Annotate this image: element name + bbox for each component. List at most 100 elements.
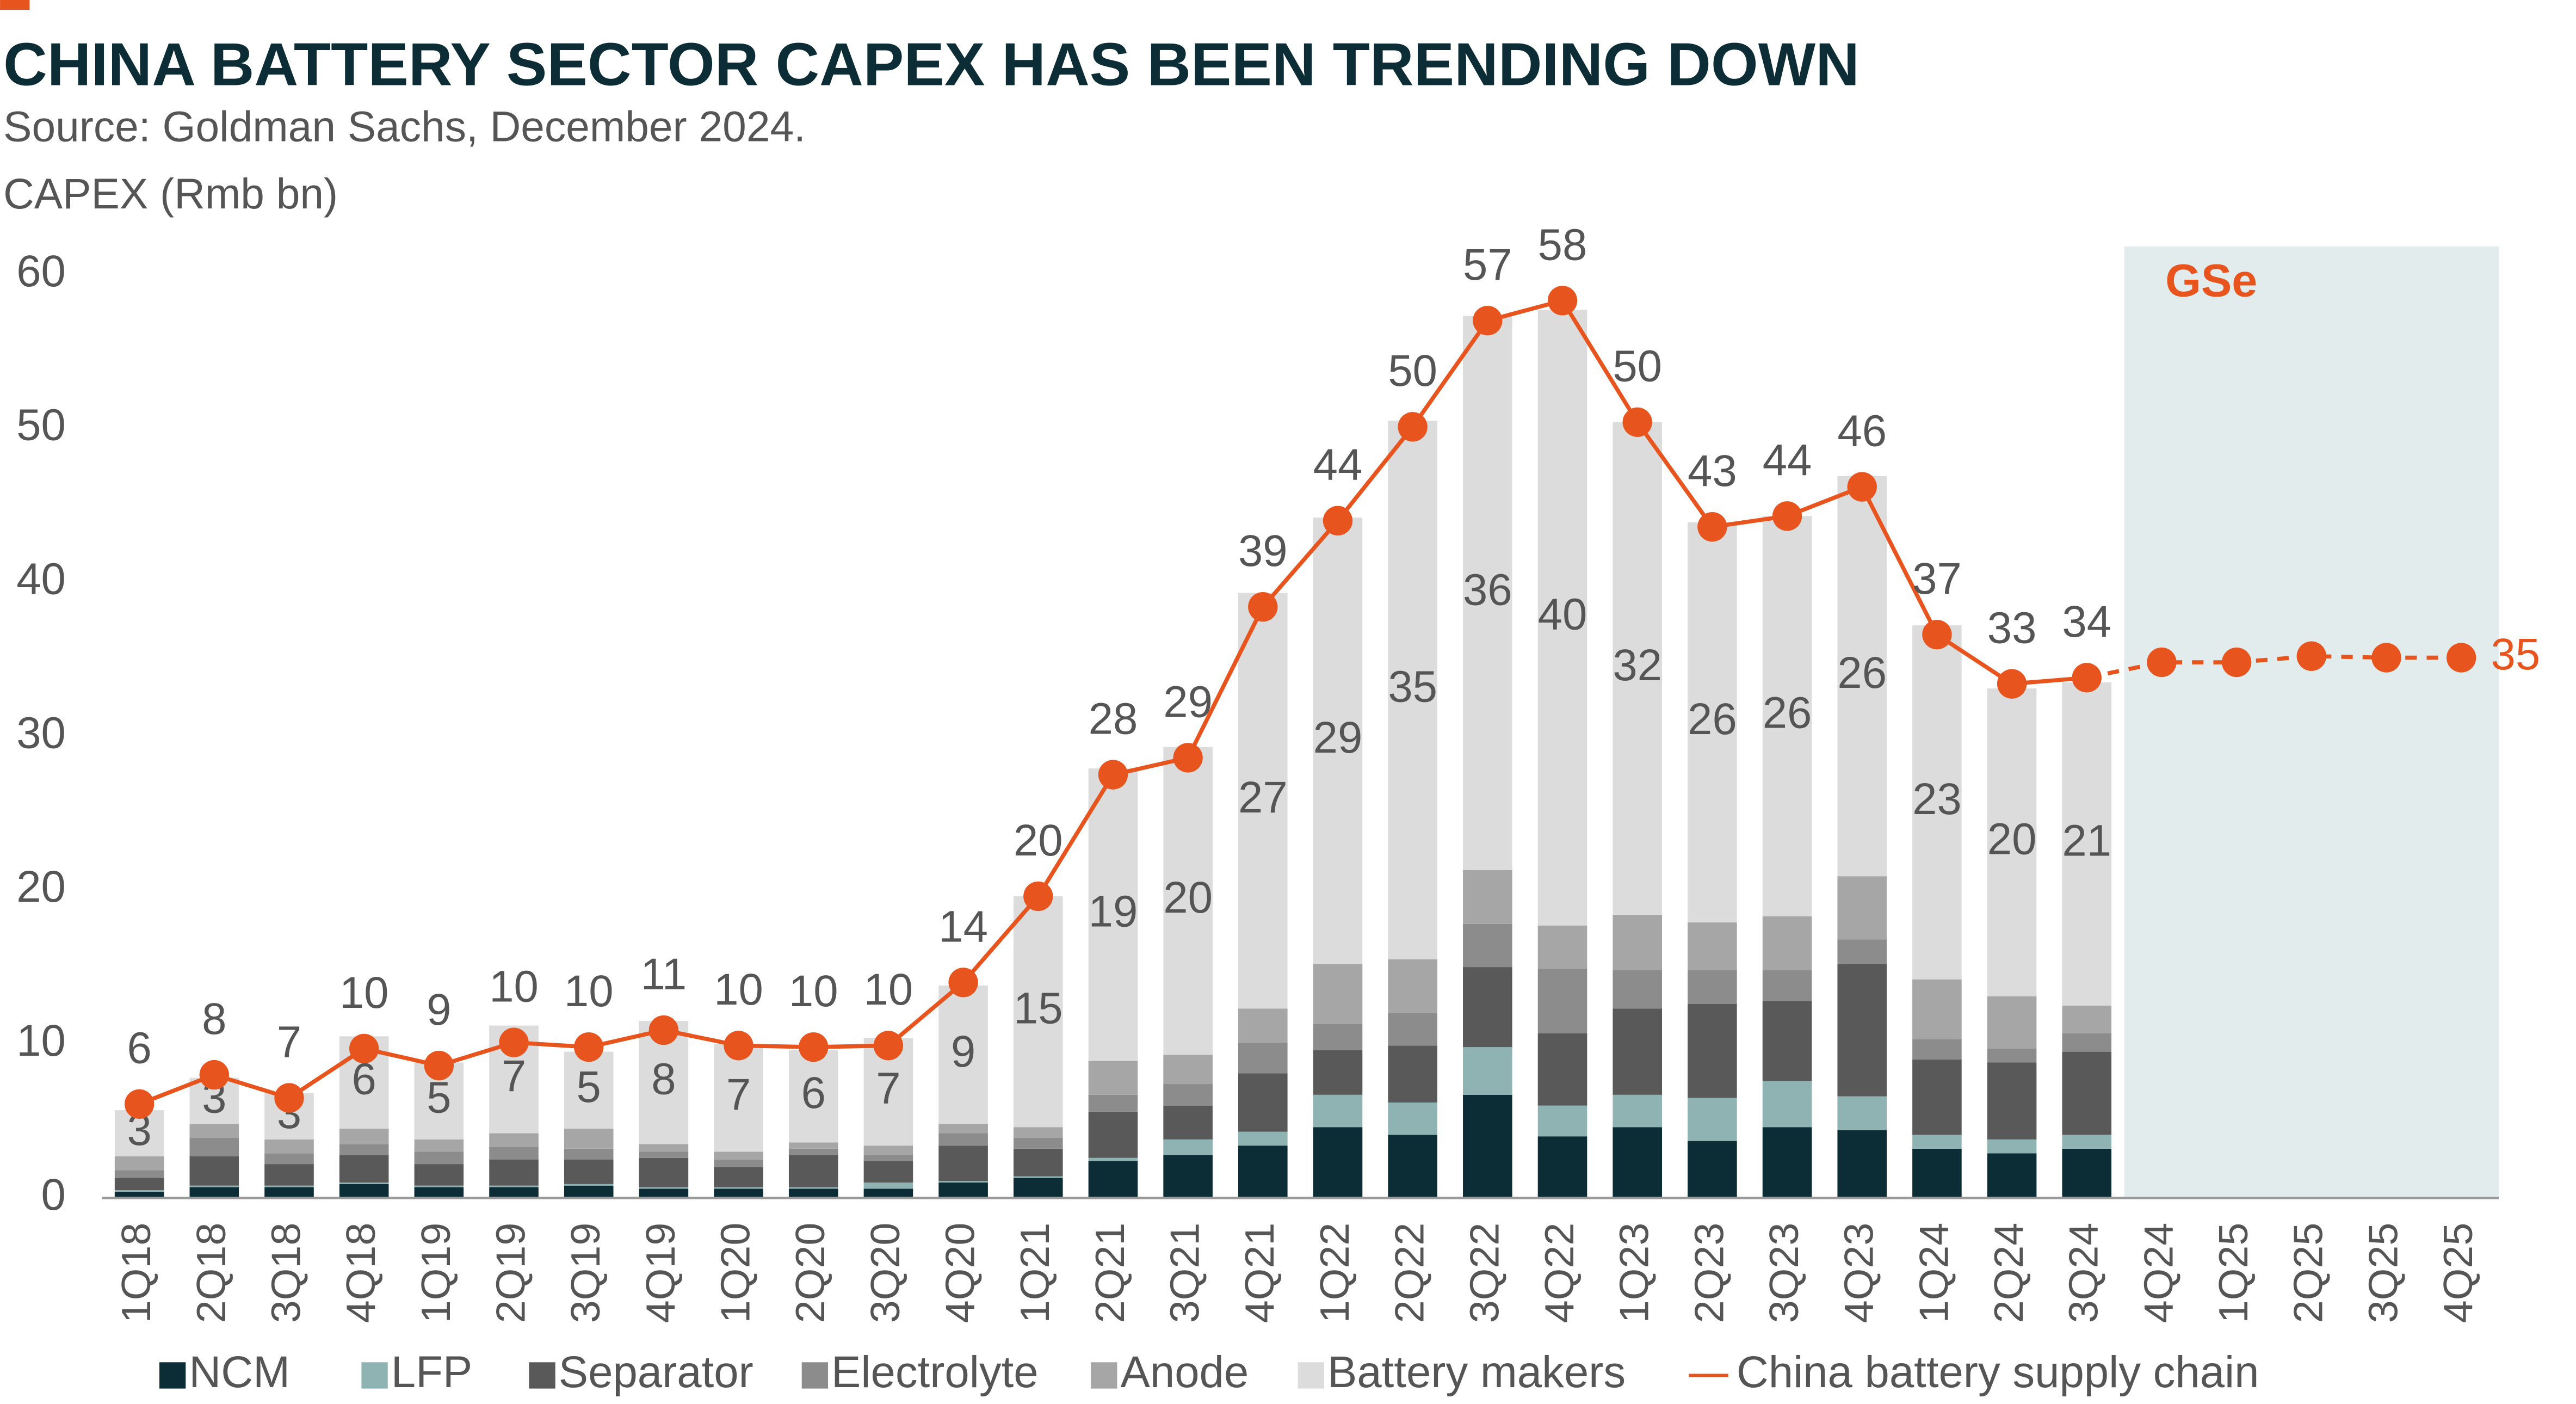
bar-segment xyxy=(938,1181,988,1183)
bar-segment xyxy=(714,1189,763,1198)
line-label: 35 xyxy=(2491,630,2541,679)
x-tick-label: 3Q19 xyxy=(563,1223,608,1323)
y-tick-label: 50 xyxy=(16,401,66,450)
bar-segment xyxy=(1163,1084,1213,1106)
x-tick-label: 3Q24 xyxy=(2061,1223,2106,1323)
legend-swatch xyxy=(801,1362,828,1389)
bar-segment xyxy=(1688,1003,1737,1098)
x-tick-label: 1Q19 xyxy=(413,1223,459,1323)
x-tick-label: 2Q22 xyxy=(1387,1223,1432,1323)
line-point xyxy=(349,1033,379,1064)
bar-segment xyxy=(1762,516,1812,916)
bar-segment xyxy=(264,1185,314,1187)
legend-label: NCM xyxy=(189,1347,290,1397)
line-point xyxy=(1922,619,1952,650)
bar-segment xyxy=(564,1185,614,1198)
bar-label: 23 xyxy=(1912,774,1962,824)
x-tick-label: 4Q25 xyxy=(2435,1223,2481,1323)
bar-segment xyxy=(1238,1073,1288,1132)
bar-label: 26 xyxy=(1688,694,1737,744)
line-label: 29 xyxy=(1163,677,1213,726)
line-point xyxy=(1323,506,1353,536)
x-tick-label: 4Q22 xyxy=(1536,1223,1582,1323)
bar-segment xyxy=(1912,1148,1962,1198)
bar-segment xyxy=(489,1147,539,1160)
bar-segment xyxy=(938,1146,988,1181)
bar-segment xyxy=(1987,996,2037,1049)
x-tick-label: 1Q18 xyxy=(113,1223,159,1323)
bar-label: 15 xyxy=(1014,984,1063,1033)
bar-segment xyxy=(1912,1039,1962,1060)
bar-segment xyxy=(788,1050,838,1143)
bar-segment xyxy=(1163,1139,1213,1155)
bar-segment xyxy=(1313,1127,1363,1198)
line-label: 6 xyxy=(127,1024,151,1073)
bar-segment xyxy=(1537,310,1587,926)
line-point xyxy=(873,1031,904,1061)
bar-segment xyxy=(863,1155,913,1161)
bar-segment xyxy=(1688,922,1737,970)
bar-segment xyxy=(1238,1146,1288,1198)
bar-segment xyxy=(714,1044,763,1152)
bar-segment xyxy=(414,1151,464,1165)
bar-segment xyxy=(863,1161,913,1183)
bar-segment xyxy=(114,1170,164,1178)
bar-segment xyxy=(189,1187,239,1198)
bar-segment xyxy=(2062,1033,2112,1052)
bar-segment xyxy=(1163,747,1213,1055)
bar-segment xyxy=(788,1189,838,1198)
x-tick-label: 2Q21 xyxy=(1087,1223,1133,1323)
bar-segment xyxy=(1313,518,1363,964)
bar-segment xyxy=(1912,625,1962,980)
x-tick-label: 1Q21 xyxy=(1012,1223,1058,1323)
y-tick-label: 40 xyxy=(16,554,66,604)
bar-segment xyxy=(489,1187,539,1198)
y-axis-label: CAPEX (Rmb bn) xyxy=(3,170,338,218)
bar-label: 7 xyxy=(876,1064,900,1113)
bar-segment xyxy=(1238,1042,1288,1074)
bar-segment xyxy=(1463,1094,1512,1198)
x-tick-label: 3Q22 xyxy=(1461,1223,1507,1323)
bar-segment xyxy=(414,1139,464,1152)
line-point xyxy=(1547,286,1578,316)
bar-segment xyxy=(1088,1094,1138,1112)
bar-segment xyxy=(1388,959,1437,1013)
bar-segment xyxy=(1837,939,1887,964)
bar-segment xyxy=(114,1178,164,1191)
bar-segment xyxy=(1388,1135,1437,1198)
line-label: 50 xyxy=(1388,346,1437,396)
bar-segment xyxy=(1613,970,1662,1009)
bar-segment xyxy=(938,1124,988,1134)
bar-segment xyxy=(414,1185,464,1187)
bar-segment xyxy=(788,1142,838,1149)
bar-label: 26 xyxy=(1837,648,1887,698)
line-label: 57 xyxy=(1463,240,1512,290)
x-tick-label: 4Q20 xyxy=(937,1223,983,1323)
x-tick-label: 3Q18 xyxy=(263,1223,308,1323)
bar-segment xyxy=(1762,970,1812,1001)
x-tick-label: 4Q18 xyxy=(338,1223,384,1323)
bar-segment xyxy=(564,1129,614,1149)
bar-segment xyxy=(1762,1001,1812,1081)
bar-segment xyxy=(564,1184,614,1186)
bar-segment xyxy=(414,1187,464,1198)
bar-label: 21 xyxy=(2062,816,2111,865)
legend-label: Anode xyxy=(1120,1347,1249,1397)
line-point xyxy=(1697,512,1727,542)
bar-segment xyxy=(1238,1008,1288,1043)
bar-segment xyxy=(1163,1105,1213,1140)
bar-segment xyxy=(714,1159,763,1167)
line-point xyxy=(1772,501,1802,531)
x-tick-label: 4Q23 xyxy=(1836,1223,1882,1323)
bar-segment xyxy=(189,1138,239,1156)
bar-segment xyxy=(1388,1102,1437,1135)
x-tick-label: 3Q23 xyxy=(1761,1223,1807,1323)
bar-segment xyxy=(189,1185,239,1187)
bar-segment xyxy=(1987,1062,2037,1140)
bar-segment xyxy=(1088,1161,1138,1198)
line-point xyxy=(1398,412,1428,442)
bar-segment xyxy=(189,1156,239,1186)
x-tick-label: 1Q25 xyxy=(2210,1223,2256,1323)
bar-segment xyxy=(2062,1135,2112,1149)
line-label: 10 xyxy=(489,962,539,1012)
